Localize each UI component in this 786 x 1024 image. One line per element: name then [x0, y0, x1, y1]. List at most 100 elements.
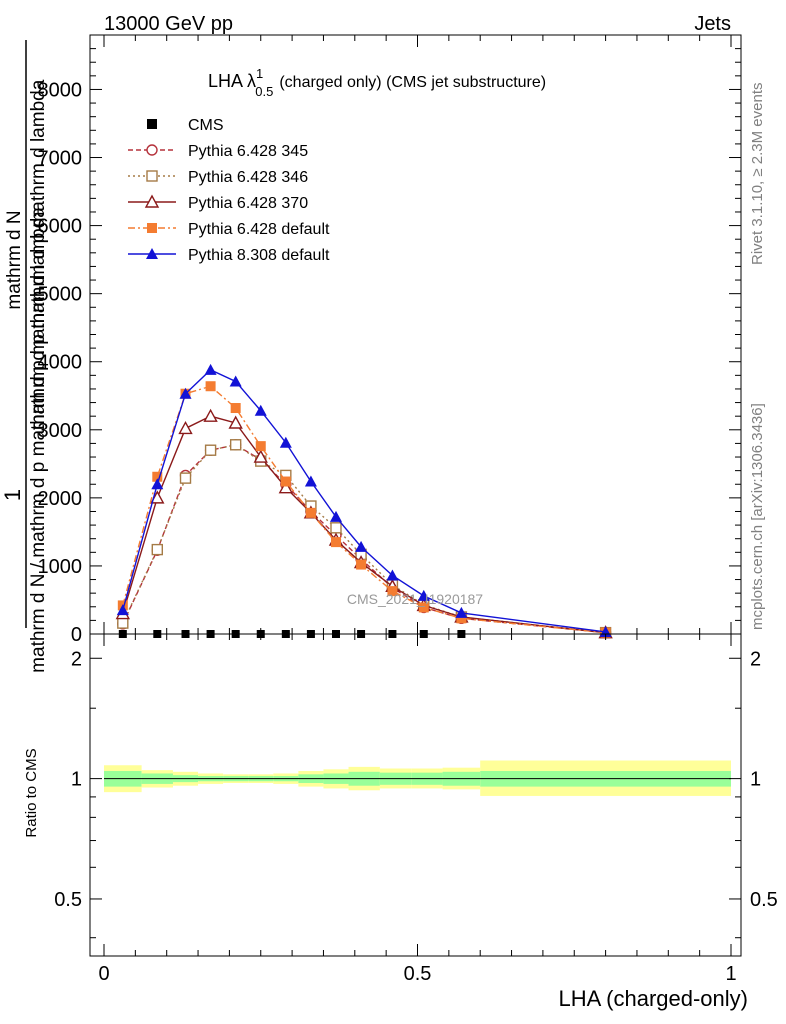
ratio-plot-frame: [89, 633, 742, 957]
ratio-y-tick-label-right: 0.5: [750, 889, 778, 911]
legend-item: Pythia 6.428 370: [128, 194, 308, 212]
legend-label: CMS: [188, 117, 224, 134]
marker-square: [387, 586, 398, 597]
y-label-den-top: mathrm d p mathrm d p mathrm d lambda: [28, 79, 49, 430]
marker-triangle: [386, 569, 399, 581]
series-pythia-6-428-345: [117, 439, 612, 639]
legend-label: Pythia 6.428 370: [188, 195, 308, 212]
y-tick-label: 3000: [38, 420, 83, 442]
watermark: CMS_2021_I1920187: [347, 591, 483, 607]
marker-open-triangle: [178, 420, 193, 435]
x-tick-label: 0: [98, 963, 109, 985]
plot-title-rest: (charged only) (CMS jet substructure): [279, 74, 546, 91]
marker-square: [356, 559, 367, 570]
marker-square: [147, 119, 157, 129]
marker-triangle: [229, 375, 242, 387]
ratio-y-axis-label: Ratio to CMS: [23, 748, 40, 837]
marker-open-square: [204, 444, 217, 456]
y-tick-label: 4000: [38, 352, 83, 374]
mcplots-label: mcplots.cern.ch [arXiv:1306.3436]: [749, 403, 766, 630]
series-line: [122, 369, 606, 633]
marker-open-triangle: [278, 480, 294, 494]
y-label-one: 1: [0, 489, 25, 501]
ratio-y-tick-label-left: 0.5: [54, 889, 82, 911]
marker-triangle: [204, 363, 217, 375]
ratio-ticks: 0 0.5 1 0.5 0.5 1 1 2 2: [54, 634, 778, 985]
marker-triangle: [146, 248, 158, 259]
y-tick-label: 2000: [38, 488, 83, 510]
y-tick-label: 6000: [38, 216, 83, 238]
legend-label: Pythia 6.428 346: [188, 169, 308, 186]
legend: CMS Pythia 6.428 345 Pythia 6.428 346 Pythi…: [128, 117, 330, 264]
marker-open-triangle: [203, 408, 218, 422]
marker-square: [147, 223, 157, 233]
plot-title-sup: 1: [256, 66, 263, 81]
marker-square: [152, 471, 163, 482]
marker-open-square: [151, 543, 163, 556]
y-tick-label: 0: [71, 624, 82, 646]
marker-triangle: [254, 404, 267, 416]
marker-open-triangle: [228, 415, 243, 429]
plot-title-main: LHA λ: [208, 71, 256, 91]
ratio-y-tick-label-right: 1: [750, 769, 761, 791]
y-tick-label: 1000: [38, 556, 83, 578]
marker-open-circle: [146, 144, 158, 156]
marker-square: [456, 613, 467, 624]
legend-item: Pythia 8.308 default: [128, 247, 330, 264]
main-x-ticks: [103, 35, 732, 634]
marker-triangle: [355, 540, 368, 552]
marker-open-square: [179, 472, 192, 484]
rivet-label: Rivet 3.1.10, ≥ 2.3M events: [749, 83, 766, 266]
marker-square: [330, 537, 341, 548]
ratio-y-tick-label-left: 2: [71, 648, 82, 670]
legend-label: Pythia 8.308 default: [188, 247, 330, 264]
marker-open-triangle: [144, 194, 160, 208]
marker-open-square: [146, 170, 158, 182]
legend-item: CMS: [147, 117, 224, 134]
plot-title-sub: 0.5: [255, 84, 273, 99]
main-y-axis-label: 1 mathrm d N mathrm d p mathrm d p mathr…: [0, 40, 49, 673]
series-pythia-8-308-default: [116, 363, 612, 637]
marker-triangle: [179, 387, 192, 399]
x-tick-label: 0.5: [404, 963, 432, 985]
y-label-dN-top: mathrm d N: [4, 210, 25, 309]
marker-triangle: [329, 510, 342, 522]
main-y-ticks: 0 1000 2000 3000 4000 5000 6000 7000 8000: [38, 34, 741, 646]
process-label: Jets: [694, 13, 731, 35]
marker-open-square: [117, 617, 129, 629]
marker-open-square: [229, 439, 242, 451]
marker-triangle: [455, 606, 468, 618]
ratio-y-tick-label-right: 2: [750, 648, 761, 670]
marker-square: [230, 403, 241, 414]
marker-triangle: [116, 604, 129, 616]
x-axis-label: LHA (charged-only): [558, 986, 748, 1011]
marker-triangle: [304, 475, 317, 487]
series-line: [122, 415, 606, 634]
energy-label: 13000 GeV pp: [104, 13, 233, 35]
legend-item: Pythia 6.428 345: [128, 143, 308, 160]
y-label-bottom: mathrm d N / mathrm d p mathrm d p mathr…: [28, 207, 49, 673]
marker-triangle: [417, 589, 430, 601]
marker-square: [418, 602, 429, 613]
legend-label: Pythia 6.428 345: [188, 143, 308, 160]
y-tick-label: 8000: [38, 79, 83, 101]
marker-square: [305, 507, 316, 518]
ratio-y-tick-label-left: 1: [71, 769, 82, 791]
legend-label: Pythia 6.428 default: [188, 221, 330, 238]
x-tick-label: 1: [725, 963, 736, 985]
legend-item: Pythia 6.428 346: [128, 169, 308, 186]
y-tick-label: 5000: [38, 284, 83, 306]
legend-item: Pythia 6.428 default: [128, 221, 330, 238]
marker-open-square: [330, 522, 342, 534]
plot-title: LHA λ1 0.5 (charged only) (CMS jet substru…: [208, 66, 546, 99]
marker-square: [280, 476, 291, 487]
marker-open-triangle: [253, 449, 268, 463]
y-tick-label: 7000: [38, 148, 83, 170]
marker-triangle: [151, 478, 164, 490]
marker-square: [205, 381, 216, 392]
marker-square: [255, 441, 266, 452]
ratio-plot-panel: 0 0.5 1 0.5 0.5 1 1 2 2 Ratio to CMS LHA (charge…: [23, 633, 778, 1011]
marker-triangle: [279, 436, 292, 448]
